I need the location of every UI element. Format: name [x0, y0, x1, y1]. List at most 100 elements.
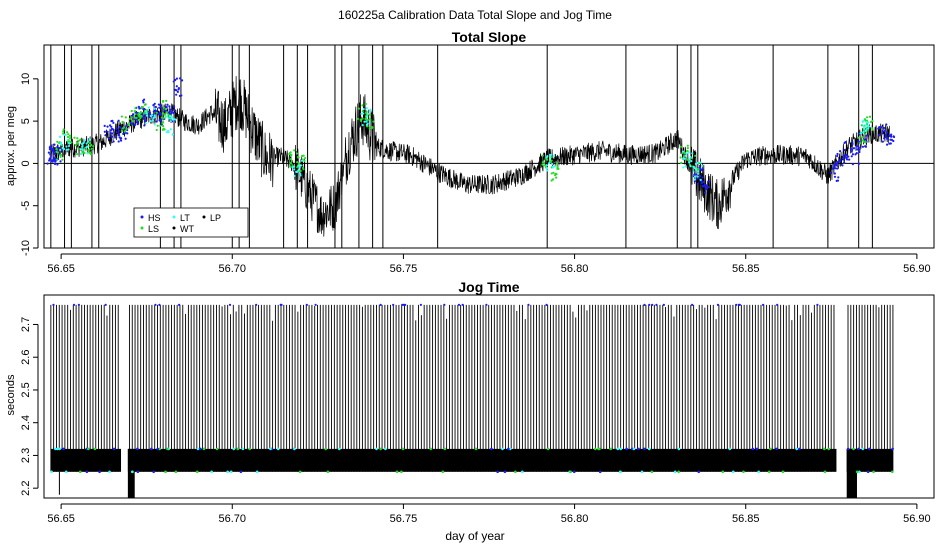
total-slope-point-lt [85, 142, 88, 145]
total-slope-point-hs [106, 130, 109, 133]
total-slope-point-hs [700, 181, 703, 185]
total-slope-point-lt [553, 154, 556, 157]
total-slope-point-hs [705, 187, 708, 190]
total-slope-point-ls [288, 152, 291, 156]
jog-time-x-tick-label: 56.80 [561, 513, 589, 525]
jog-time-plot-area [50, 295, 894, 498]
jog-time-point [108, 470, 111, 474]
total-slope-point-lt [153, 114, 156, 117]
total-slope-point-hs [857, 132, 860, 135]
total-slope-point-lt [297, 168, 300, 172]
total-slope-point-ls [66, 135, 70, 139]
total-slope-point-hs [168, 111, 171, 114]
total-slope-point-hs [178, 77, 182, 80]
total-slope-point-ls [369, 118, 372, 121]
total-slope-point-hs [695, 173, 698, 176]
total-slope-point-lt [691, 152, 694, 155]
total-slope-point-hs [884, 133, 887, 136]
jog-time-point [156, 447, 160, 451]
total-slope-point-hs [856, 148, 859, 151]
total-slope-point-hs [837, 176, 840, 179]
total-slope-point-lt [296, 170, 299, 173]
total-slope-point-hs [883, 129, 887, 132]
total-slope-point-hs [841, 164, 844, 167]
total-slope-point-lt [174, 118, 177, 121]
total-slope-point-ls [299, 169, 302, 173]
jog-time-x-tick-label: 56.90 [903, 513, 931, 525]
total-slope-point-hs [168, 105, 171, 108]
total-slope-point-hs [856, 145, 859, 148]
jog-time-top-point [154, 303, 157, 306]
jog-time-x-tick-label: 56.85 [732, 513, 760, 525]
jog-time-top-point [643, 303, 646, 306]
total-slope-point-hs [112, 128, 115, 131]
jog-time-point [98, 470, 101, 474]
total-slope-point-hs [863, 138, 866, 141]
total-slope-point-hs [115, 131, 118, 134]
total-slope-point-hs [119, 126, 122, 129]
total-slope-point-hs [847, 155, 850, 158]
total-slope-point-lt [168, 115, 172, 118]
jog-time-point [823, 470, 827, 474]
total-slope-point-hs [52, 143, 55, 146]
total-slope-point-hs [857, 146, 861, 149]
total-slope-point-hs [845, 156, 848, 160]
total-slope-point-hs [117, 119, 120, 122]
jog-time-point [229, 470, 233, 474]
total-slope-point-lt [684, 154, 687, 157]
jog-time-point [891, 447, 894, 451]
total-slope-point-hs [176, 90, 179, 93]
total-slope-point-ls [289, 154, 292, 157]
total-slope-point-hs [843, 148, 846, 152]
total-slope-point-lt [366, 112, 370, 115]
total-slope-point-hs [170, 111, 173, 114]
total-slope-point-hs [888, 142, 891, 145]
jog-time-point [195, 470, 199, 474]
total-slope-point-lt [145, 112, 148, 115]
jog-time-point [775, 447, 778, 451]
total-slope-point-hs [169, 108, 172, 111]
total-slope-point-hs [881, 132, 884, 135]
total-slope-point-hs [892, 135, 895, 138]
jog-time-frame [43, 294, 935, 499]
total-slope-y-tick-label: 10 [20, 73, 32, 85]
jog-time-top-point [52, 303, 55, 306]
total-slope-point-ls [301, 154, 304, 157]
total-slope-point-lt [688, 158, 691, 161]
total-slope-point-hs [705, 184, 708, 187]
jog-time-point [93, 447, 97, 451]
total-slope-point-hs [842, 154, 845, 157]
jog-time-point [640, 470, 644, 474]
total-slope-point-hs [707, 180, 711, 183]
total-slope-point-hs [833, 175, 837, 178]
total-slope-point-hs [861, 145, 865, 148]
jog-time-top-point [776, 303, 779, 306]
jog-time-point [78, 470, 82, 474]
total-slope-point-ls [861, 136, 864, 139]
total-slope-point-hs [53, 162, 57, 166]
total-slope-point-ls [289, 162, 292, 165]
jog-time-point [50, 470, 53, 474]
total-slope-point-lt [545, 166, 549, 170]
jog-time-point [637, 447, 640, 451]
jog-time-point [232, 447, 236, 451]
total-slope-point-ls [555, 176, 558, 179]
total-slope-point-hs [143, 98, 146, 101]
total-slope-y-tick-label: -10 [20, 240, 32, 256]
total-slope-point-hs [172, 108, 176, 111]
total-slope-point-ls [162, 117, 165, 120]
jog-time-top-point [392, 303, 395, 306]
total-slope-point-ls [123, 130, 127, 133]
total-slope-point-hs [157, 103, 160, 106]
total-slope-point-ls [868, 115, 872, 118]
jog-time-point [401, 447, 405, 451]
total-slope-point-hs [154, 105, 158, 109]
total-slope-point-hs [155, 110, 158, 113]
total-slope-point-lt [546, 169, 549, 172]
total-slope-point-ls [289, 157, 293, 161]
legend-box [133, 207, 249, 238]
total-slope-point-hs [107, 137, 111, 140]
total-slope-point-hs [49, 156, 52, 159]
total-slope-point-hs [851, 142, 854, 145]
total-slope-point-lt [545, 156, 548, 159]
